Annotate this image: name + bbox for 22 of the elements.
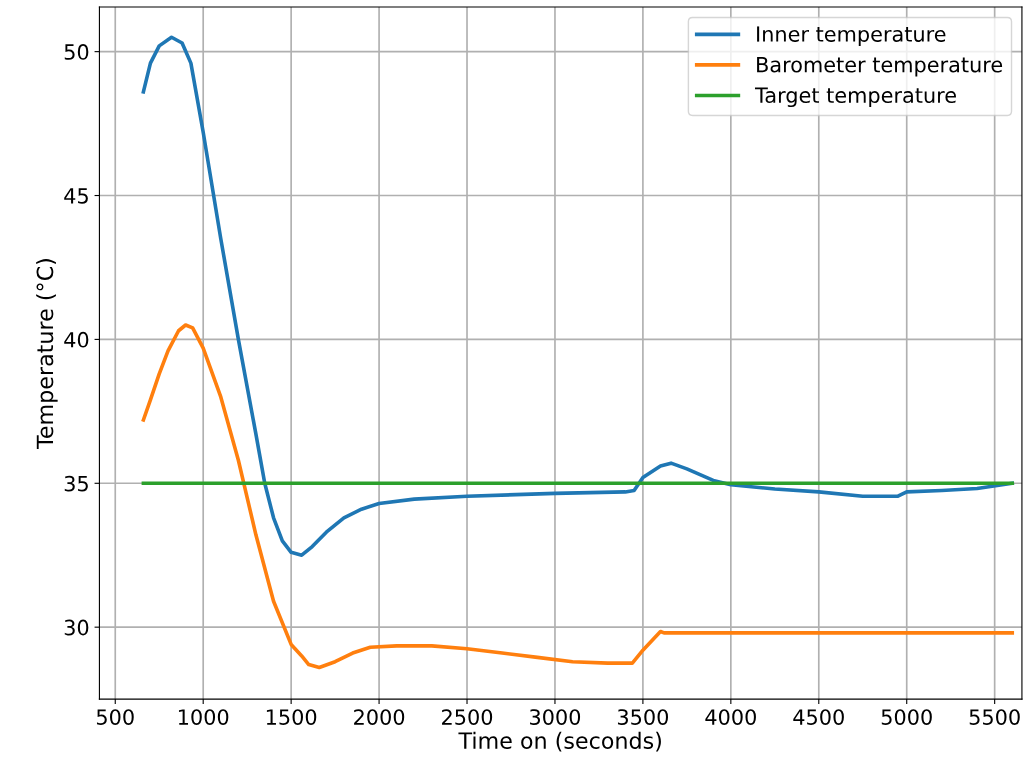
x-tick-label: 3000 — [530, 709, 581, 725]
y-tick-label: 30 — [64, 619, 89, 636]
y-axis-title: Temperature (°C) — [36, 259, 58, 450]
y-tick-label: 50 — [64, 44, 89, 60]
x-tick-label: 1000 — [178, 709, 229, 725]
x-axis-title: Time on (seconds) — [458, 731, 661, 752]
legend-label: Inner temperature — [757, 26, 946, 46]
line-series — [141, 323, 1015, 670]
y-tick-label: 40 — [64, 331, 89, 348]
x-tick-label: 2500 — [442, 709, 493, 725]
y-tick-label: 35 — [64, 475, 88, 492]
x-tick-label: 4500 — [793, 709, 844, 725]
legend-label: Target temperature — [754, 87, 956, 108]
x-tick-label: 4000 — [705, 709, 756, 725]
y-tick-label: 45 — [64, 188, 88, 204]
x-tick-label: 1500 — [266, 709, 317, 725]
x-tick-label: 5000 — [881, 709, 932, 725]
x-tick-label: 5500 — [969, 709, 1020, 725]
x-tick-label: 3500 — [617, 709, 669, 725]
x-tick-label: 2000 — [354, 709, 405, 725]
x-tick-label: 500 — [96, 709, 134, 725]
legend-label: Barometer temperature — [757, 57, 1003, 77]
